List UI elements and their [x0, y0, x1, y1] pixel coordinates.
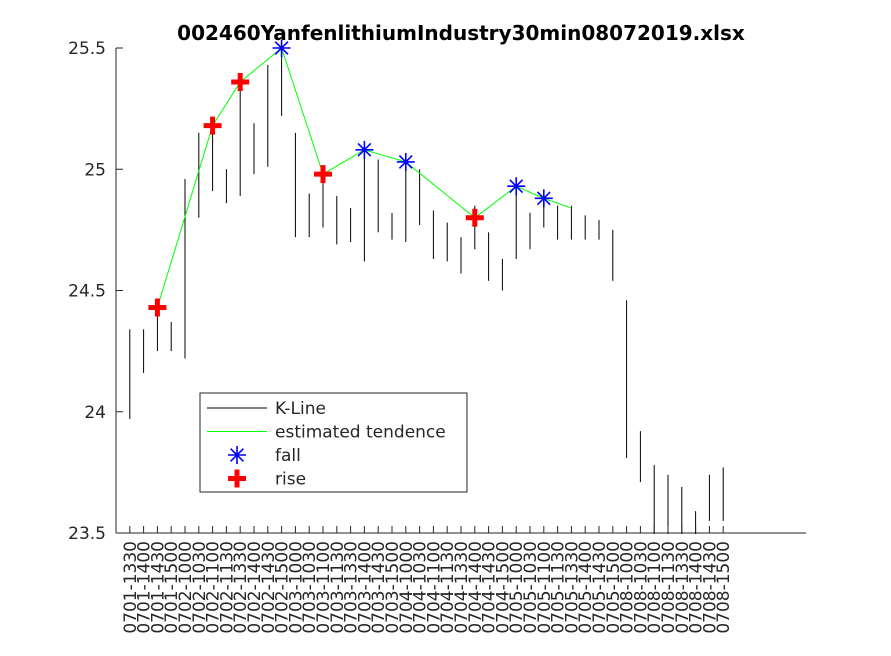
x-tick-label: 0704-1130 — [438, 541, 458, 634]
fall-marker — [228, 446, 246, 464]
x-tick-label: 0703-1400 — [355, 541, 375, 634]
fall-marker — [396, 152, 415, 171]
y-tick-label: 24 — [84, 403, 106, 423]
x-tick-label: 0703-1030 — [300, 541, 320, 634]
x-tick-label: 0702-1000 — [176, 541, 196, 634]
x-tick-label: 0708-1130 — [659, 541, 679, 634]
rise-marker — [465, 208, 484, 227]
legend-label: rise — [275, 470, 306, 490]
x-tick-label: 0704-1330 — [452, 541, 472, 634]
x-tick-label: 0703-1100 — [314, 541, 334, 634]
x-tick-label: 0705-1400 — [576, 541, 596, 634]
x-tick-label: 0705-1330 — [562, 541, 582, 634]
x-tick-label: 0703-1500 — [383, 541, 403, 634]
x-tick-label: 0702-1100 — [204, 541, 224, 634]
x-tick-label: 0702-1330 — [231, 541, 251, 634]
x-tick-label: 0702-1400 — [245, 541, 265, 634]
x-tick-label: 0701-1330 — [121, 541, 141, 634]
x-tick-label: 0708-1330 — [673, 541, 693, 634]
x-tick-label: 0708-1400 — [687, 541, 707, 634]
rise-marker — [231, 72, 250, 91]
y-tick-label: 25 — [84, 160, 106, 180]
x-tick-label: 0705-1000 — [507, 541, 527, 634]
legend-label: estimated tendence — [275, 423, 446, 443]
x-tick-label: 0708-1430 — [700, 541, 720, 634]
rise-marker — [314, 165, 332, 184]
x-tick-label: 0704-1500 — [493, 541, 513, 634]
fall-marker — [507, 177, 526, 196]
x-tick-label: 0708-1500 — [714, 541, 734, 634]
rise-marker — [228, 469, 246, 488]
y-tick-label: 25.5 — [68, 39, 106, 59]
x-tick-label: 0708-1100 — [645, 541, 665, 634]
plot-area — [129, 40, 724, 534]
y-tick-label: 23.5 — [68, 524, 106, 544]
x-tick-label: 0702-1500 — [273, 541, 293, 634]
x-tick-label: 0703-1430 — [369, 541, 389, 634]
y-tick-label: 24.5 — [68, 282, 106, 302]
x-tick-label: 0702-1030 — [190, 541, 210, 634]
x-tick-label: 0701-1500 — [162, 541, 182, 634]
x-tick-label: 0705-1130 — [549, 541, 569, 634]
x-tick-label: 0708-1030 — [631, 541, 651, 634]
x-tick-label: 0705-1500 — [604, 541, 624, 634]
legend-label: K-Line — [275, 399, 326, 419]
x-tick-label: 0708-1000 — [618, 541, 638, 634]
x-tick-label: 0702-1130 — [217, 541, 237, 634]
x-tick-label: 0704-1430 — [480, 541, 500, 634]
x-tick-label: 0702-1430 — [259, 541, 279, 634]
x-tick-label: 0705-1100 — [535, 541, 555, 634]
x-tick-label: 0703-1330 — [342, 541, 362, 634]
x-tick-label: 0705-1030 — [521, 541, 541, 634]
x-tick-label: 0701-1430 — [148, 541, 168, 634]
x-tick-label: 0705-1430 — [590, 541, 610, 634]
chart-title: 002460YanfenlithiumIndustry30min08072019… — [177, 21, 745, 45]
rise-marker — [203, 116, 222, 135]
x-tick-label: 0701-1400 — [135, 541, 155, 634]
x-tick-label: 0703-1130 — [328, 541, 348, 634]
fall-marker — [272, 40, 291, 57]
x-tick-label: 0704-1000 — [397, 541, 417, 634]
legend-box — [199, 392, 468, 493]
legend-label: fall — [275, 446, 301, 466]
x-tick-label: 0703-1000 — [286, 541, 306, 634]
x-tick-label: 0704-1030 — [411, 541, 431, 634]
fall-marker — [534, 189, 553, 208]
rise-marker — [148, 298, 167, 317]
x-tick-label: 0704-1100 — [424, 541, 444, 634]
x-tick-label: 0704-1400 — [466, 541, 486, 634]
fall-marker — [355, 140, 374, 159]
